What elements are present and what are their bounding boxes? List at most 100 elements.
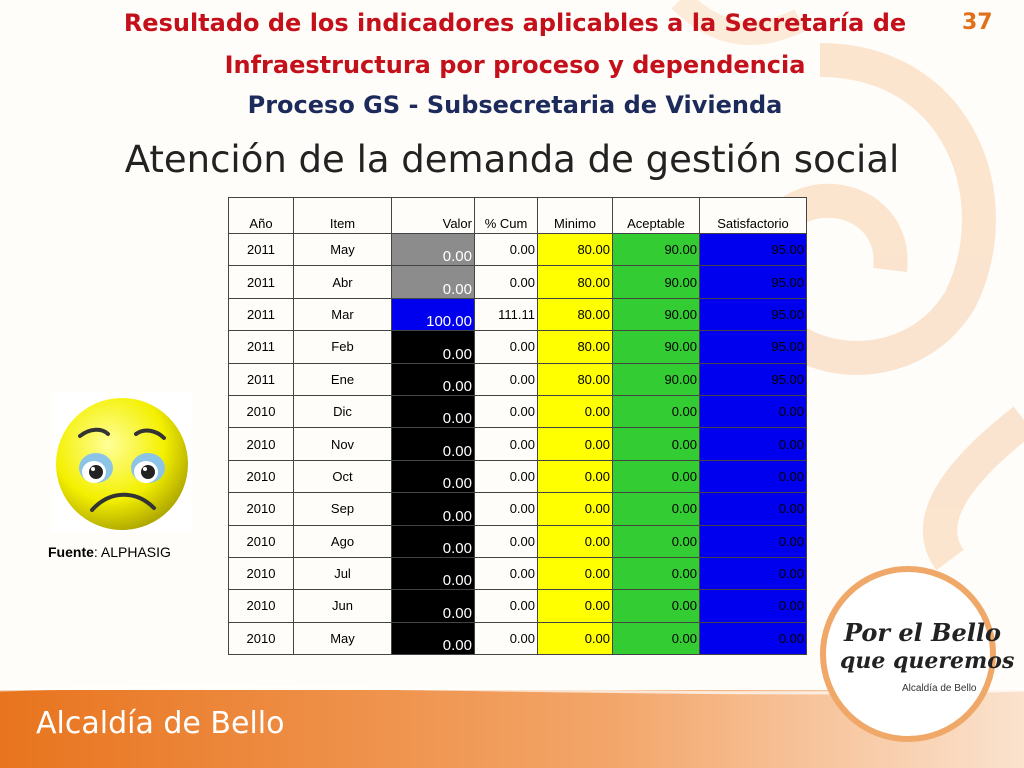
title-line-1: Resultado de los indicadores aplicables … bbox=[123, 9, 907, 37]
cell-aceptable: 0.00 bbox=[612, 621, 700, 656]
cell-valor: 0.00 bbox=[391, 330, 475, 364]
cell-valor: 0.00 bbox=[391, 524, 475, 558]
bello-logo bbox=[820, 566, 996, 742]
cell-minimo: 80.00 bbox=[537, 232, 613, 267]
table-row: 2011 May 0.00 0.00 80.00 90.00 95.00 bbox=[228, 232, 807, 267]
logo-text-line1: Por el Bello bbox=[844, 618, 1001, 647]
cell-cum: 0.00 bbox=[474, 524, 538, 558]
cell-satisfactorio: 0.00 bbox=[699, 589, 807, 623]
table-row: 2010 May 0.00 0.00 0.00 0.00 0.00 bbox=[228, 621, 807, 656]
cell-satisfactorio: 0.00 bbox=[699, 621, 807, 656]
sad-face-icon bbox=[52, 392, 192, 532]
indicator-subtitle: Atención de la demanda de gestión social bbox=[124, 138, 900, 181]
cell-item: Oct bbox=[293, 459, 392, 494]
cell-aceptable: 0.00 bbox=[612, 524, 700, 558]
table-row: 2010 Nov 0.00 0.00 0.00 0.00 0.00 bbox=[228, 427, 807, 461]
cell-minimo: 80.00 bbox=[537, 362, 613, 396]
cell-minimo: 0.00 bbox=[537, 459, 613, 494]
table-row: 2011 Abr 0.00 0.00 80.00 90.00 95.00 bbox=[228, 265, 807, 299]
cell-valor: 0.00 bbox=[391, 556, 475, 591]
cell-cum: 0.00 bbox=[474, 492, 538, 526]
cell-cum: 0.00 bbox=[474, 394, 538, 429]
cell-aceptable: 90.00 bbox=[612, 297, 700, 332]
cell-valor: 0.00 bbox=[391, 265, 475, 299]
cell-cum: 0.00 bbox=[474, 556, 538, 591]
indicator-table: Año Item Valor % Cum Minimo Aceptable Sa… bbox=[228, 197, 807, 656]
cell-item: Feb bbox=[293, 330, 392, 364]
header-ano: Año bbox=[228, 197, 294, 234]
cell-item: May bbox=[293, 232, 392, 267]
cell-satisfactorio: 0.00 bbox=[699, 427, 807, 461]
cell-item: Nov bbox=[293, 427, 392, 461]
cell-ano: 2011 bbox=[228, 265, 294, 299]
cell-ano: 2010 bbox=[228, 492, 294, 526]
cell-aceptable: 0.00 bbox=[612, 556, 700, 591]
cell-ano: 2010 bbox=[228, 394, 294, 429]
cell-item: May bbox=[293, 621, 392, 656]
cell-valor: 0.00 bbox=[391, 232, 475, 267]
cell-valor: 100.00 bbox=[391, 297, 475, 332]
table-row: 2010 Ago 0.00 0.00 0.00 0.00 0.00 bbox=[228, 524, 807, 558]
cell-cum: 0.00 bbox=[474, 589, 538, 623]
cell-valor: 0.00 bbox=[391, 621, 475, 656]
cell-ano: 2010 bbox=[228, 589, 294, 623]
cell-ano: 2010 bbox=[228, 556, 294, 591]
cell-satisfactorio: 95.00 bbox=[699, 330, 807, 364]
logo-text-line2: que queremos bbox=[840, 648, 1015, 674]
cell-ano: 2010 bbox=[228, 621, 294, 656]
cell-ano: 2011 bbox=[228, 232, 294, 267]
table-row: 2011 Mar 100.00 111.11 80.00 90.00 95.00 bbox=[228, 297, 807, 332]
cell-aceptable: 0.00 bbox=[612, 394, 700, 429]
cell-ano: 2011 bbox=[228, 330, 294, 364]
cell-valor: 0.00 bbox=[391, 427, 475, 461]
cell-item: Mar bbox=[293, 297, 392, 332]
source-value: : ALPHASIG bbox=[93, 544, 171, 560]
cell-valor: 0.00 bbox=[391, 589, 475, 623]
header-valor: Valor bbox=[391, 197, 475, 234]
cell-aceptable: 90.00 bbox=[612, 362, 700, 396]
cell-ano: 2011 bbox=[228, 297, 294, 332]
cell-ano: 2010 bbox=[228, 524, 294, 558]
cell-valor: 0.00 bbox=[391, 492, 475, 526]
source-label: Fuente bbox=[48, 544, 94, 560]
cell-aceptable: 0.00 bbox=[612, 459, 700, 494]
cell-cum: 0.00 bbox=[474, 232, 538, 267]
header-satisfactorio: Satisfactorio bbox=[699, 197, 807, 234]
table-row: 2010 Jun 0.00 0.00 0.00 0.00 0.00 bbox=[228, 589, 807, 623]
cell-ano: 2010 bbox=[228, 427, 294, 461]
cell-satisfactorio: 0.00 bbox=[699, 394, 807, 429]
cell-aceptable: 0.00 bbox=[612, 589, 700, 623]
header-aceptable: Aceptable bbox=[612, 197, 700, 234]
cell-aceptable: 0.00 bbox=[612, 427, 700, 461]
cell-satisfactorio: 95.00 bbox=[699, 297, 807, 332]
title-line-2: Infraestructura por proceso y dependenci… bbox=[224, 51, 806, 79]
table-row: 2010 Oct 0.00 0.00 0.00 0.00 0.00 bbox=[228, 459, 807, 494]
cell-minimo: 80.00 bbox=[537, 265, 613, 299]
cell-ano: 2011 bbox=[228, 362, 294, 396]
table-row: 2010 Dic 0.00 0.00 0.00 0.00 0.00 bbox=[228, 394, 807, 429]
cell-aceptable: 90.00 bbox=[612, 232, 700, 267]
cell-valor: 0.00 bbox=[391, 362, 475, 396]
cell-satisfactorio: 0.00 bbox=[699, 524, 807, 558]
cell-valor: 0.00 bbox=[391, 394, 475, 429]
table-row: 2010 Jul 0.00 0.00 0.00 0.00 0.00 bbox=[228, 556, 807, 591]
cell-minimo: 0.00 bbox=[537, 492, 613, 526]
cell-item: Jul bbox=[293, 556, 392, 591]
cell-minimo: 0.00 bbox=[537, 621, 613, 656]
cell-minimo: 80.00 bbox=[537, 330, 613, 364]
footer-brand: Alcaldía de Bello bbox=[36, 706, 285, 741]
cell-minimo: 0.00 bbox=[537, 524, 613, 558]
table-body: 2011 May 0.00 0.00 80.00 90.00 95.00 2011 Abr 0.0… bbox=[228, 232, 807, 656]
cell-satisfactorio: 0.00 bbox=[699, 492, 807, 526]
cell-aceptable: 90.00 bbox=[612, 330, 700, 364]
table-row: 2011 Ene 0.00 0.00 80.00 90.00 95.00 bbox=[228, 362, 807, 396]
cell-satisfactorio: 0.00 bbox=[699, 459, 807, 494]
cell-minimo: 0.00 bbox=[537, 556, 613, 591]
cell-cum: 0.00 bbox=[474, 265, 538, 299]
cell-item: Sep bbox=[293, 492, 392, 526]
cell-item: Abr bbox=[293, 265, 392, 299]
cell-satisfactorio: 95.00 bbox=[699, 232, 807, 267]
cell-minimo: 0.00 bbox=[537, 394, 613, 429]
header-cum: % Cum bbox=[474, 197, 538, 234]
cell-item: Dic bbox=[293, 394, 392, 429]
